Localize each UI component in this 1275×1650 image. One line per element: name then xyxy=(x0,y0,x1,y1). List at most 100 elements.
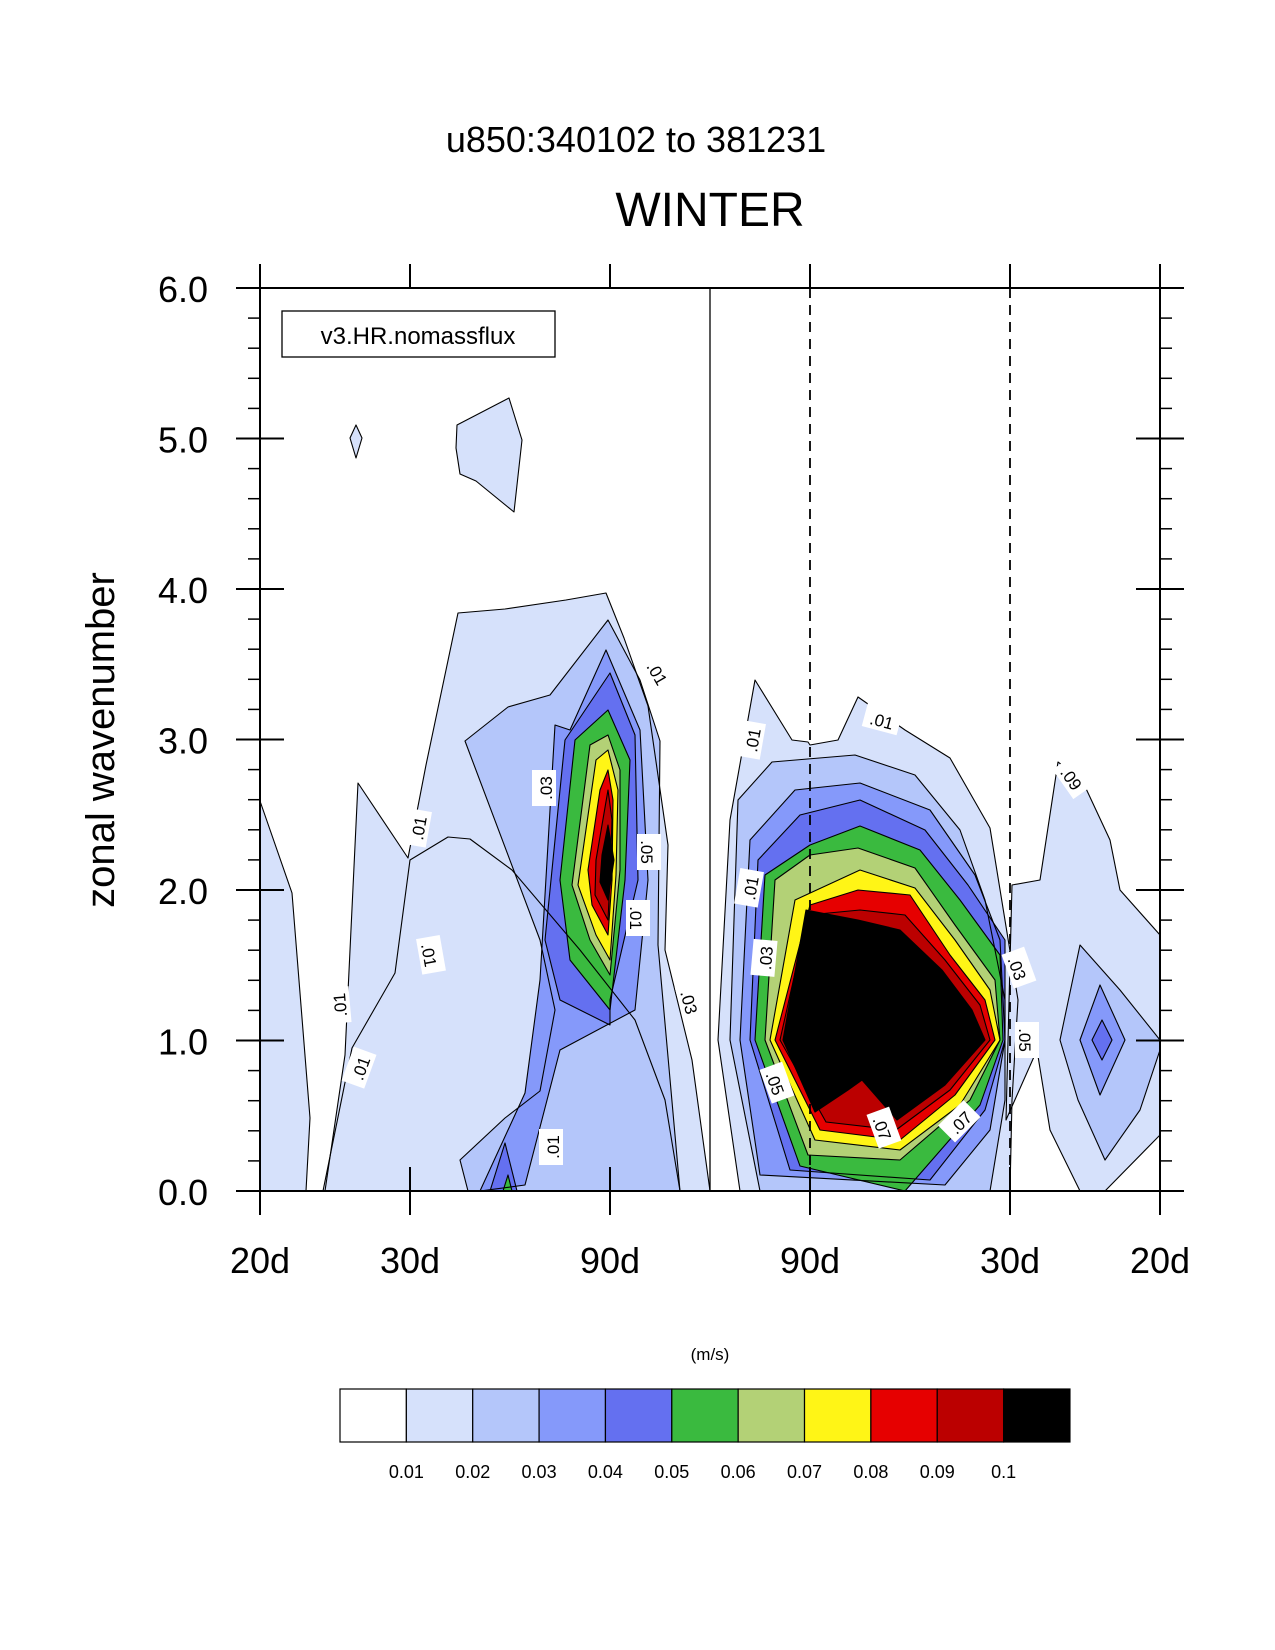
contour-line xyxy=(599,824,615,901)
colorbar-level-label: 0.04 xyxy=(588,1462,623,1482)
svg-text:.05: .05 xyxy=(1015,1028,1034,1052)
contour-label: .01 xyxy=(539,1129,563,1165)
svg-text:.03: .03 xyxy=(756,946,777,971)
contour-line xyxy=(479,649,649,1191)
fill-level-001 xyxy=(456,398,522,512)
y-tick-label: 4.0 xyxy=(158,570,208,611)
contour-label: .01 xyxy=(861,702,903,736)
colorbar-swatch xyxy=(671,1388,739,1443)
contour-line xyxy=(587,769,614,936)
colorbar-level-label: 0.05 xyxy=(654,1462,689,1482)
svg-text:.01: .01 xyxy=(544,1135,563,1159)
fill-level-001 xyxy=(350,425,362,458)
contour-label: .01 xyxy=(402,808,432,848)
colorbar-level-label: 0.09 xyxy=(920,1462,955,1482)
contour-line xyxy=(769,869,1001,1151)
contour-line xyxy=(729,754,1006,1191)
contour-label: .01 xyxy=(639,650,679,695)
contour-label: .03 xyxy=(532,770,556,806)
y-tick-label: 2.0 xyxy=(158,871,208,912)
contour-lines xyxy=(260,397,1160,1191)
y-tick-label: 0.0 xyxy=(158,1172,208,1213)
colorbar-swatch xyxy=(405,1388,474,1443)
contour-label: .05 xyxy=(1015,1022,1039,1058)
colorbar-units-label: (m/s) xyxy=(691,1345,730,1364)
fill-level-004 xyxy=(490,1143,517,1191)
fill-level-001 xyxy=(260,801,310,1191)
contour-line xyxy=(774,889,996,1141)
fill-level-010 xyxy=(783,910,985,1120)
colorbar-swatch xyxy=(472,1388,540,1443)
contour-label: .01 xyxy=(736,720,766,760)
svg-text:.03: .03 xyxy=(537,776,556,800)
svg-text:.01: .01 xyxy=(626,906,645,930)
colorbar-swatch xyxy=(538,1388,607,1443)
contour-line xyxy=(782,909,986,1121)
contour-fill-east-010 xyxy=(783,910,985,1120)
y-axis: 0.0 1.0 2.0 3.0 4.0 5.0 6.0 xyxy=(158,269,1184,1213)
colorbar-level-label: 0.07 xyxy=(787,1462,822,1482)
contour-line xyxy=(577,749,619,961)
contour-line xyxy=(502,1174,513,1191)
contour-line xyxy=(455,397,523,513)
dataset-legend-label: v3.HR.nomassflux xyxy=(321,323,516,350)
contour-labels: .01 .01 .01 .01 .01 .01 .01 .03 .03 .03 .05 .01 .01.… xyxy=(324,650,1093,1165)
y-tick-label: 1.0 xyxy=(158,1022,208,1063)
contour-label: .01 xyxy=(341,1046,377,1089)
svg-text:.01: .01 xyxy=(330,992,351,1017)
colorbar-level-label: 0.08 xyxy=(853,1462,888,1482)
y-tick-label: 3.0 xyxy=(158,721,208,762)
contour-line xyxy=(594,789,613,921)
x-tick-label: 20d xyxy=(1130,1240,1190,1281)
contour-label: .09 xyxy=(1052,755,1093,800)
contour-line xyxy=(764,847,1001,1161)
colorbar-swatch xyxy=(936,1388,1005,1443)
contour-line xyxy=(349,424,363,459)
contour-label: .05 xyxy=(637,834,661,870)
svg-text:.05: .05 xyxy=(637,840,656,864)
contour-line xyxy=(1091,1019,1113,1061)
x-tick-label: 90d xyxy=(780,1240,840,1281)
svg-text:.01: .01 xyxy=(408,815,431,842)
y-tick-label: 6.0 xyxy=(158,269,208,310)
contour-label: .01 xyxy=(626,900,650,936)
contour-label: .07 xyxy=(938,1100,981,1143)
contour-label: .03 xyxy=(1001,946,1037,989)
contour-line xyxy=(544,672,639,1026)
contour-line xyxy=(1079,984,1126,1096)
colorbar-swatch xyxy=(803,1388,872,1443)
contour-line xyxy=(739,782,1006,1186)
chart-subtitle: u850:340102 to 381231 xyxy=(446,119,826,160)
colorbar-level-label: 0.1 xyxy=(991,1462,1016,1482)
colorbar-swatch xyxy=(870,1388,938,1443)
contour-line xyxy=(459,619,681,1191)
x-tick-label: 20d xyxy=(230,1240,290,1281)
chart-title: WINTER xyxy=(615,184,804,237)
x-tick-label: 90d xyxy=(580,1240,640,1281)
contour-line xyxy=(717,679,1019,1191)
svg-text:.01: .01 xyxy=(417,942,440,969)
contour-line xyxy=(322,836,681,1191)
contour-line xyxy=(749,799,1006,1181)
x-axis: 20d 30d 90d 90d 30d 20d xyxy=(230,264,1190,1281)
colorbar-level-label: 0.06 xyxy=(721,1462,756,1482)
contour-label: .01 xyxy=(324,986,352,1025)
colorbar-level-label: 0.03 xyxy=(522,1462,557,1482)
contour-line xyxy=(754,825,1004,1191)
contour-line xyxy=(559,709,631,1011)
contour-label: .01 xyxy=(734,868,764,908)
contour-label: .01 xyxy=(416,935,446,975)
colorbar-swatch xyxy=(339,1388,407,1443)
contour-line xyxy=(571,734,621,976)
colorbar-swatch xyxy=(604,1388,673,1443)
contour-line xyxy=(1059,944,1160,1161)
colorbar-level-label: 0.02 xyxy=(455,1462,490,1482)
dataset-legend-box xyxy=(281,310,556,358)
y-axis-label: zonal wavenumber xyxy=(79,572,123,908)
svg-text:.01: .01 xyxy=(742,727,765,754)
contour-label: .03 xyxy=(750,938,778,977)
colorbar-swatch xyxy=(737,1388,806,1443)
y-tick-label: 5.0 xyxy=(158,420,208,461)
colorbar-level-label: 0.01 xyxy=(389,1462,424,1482)
